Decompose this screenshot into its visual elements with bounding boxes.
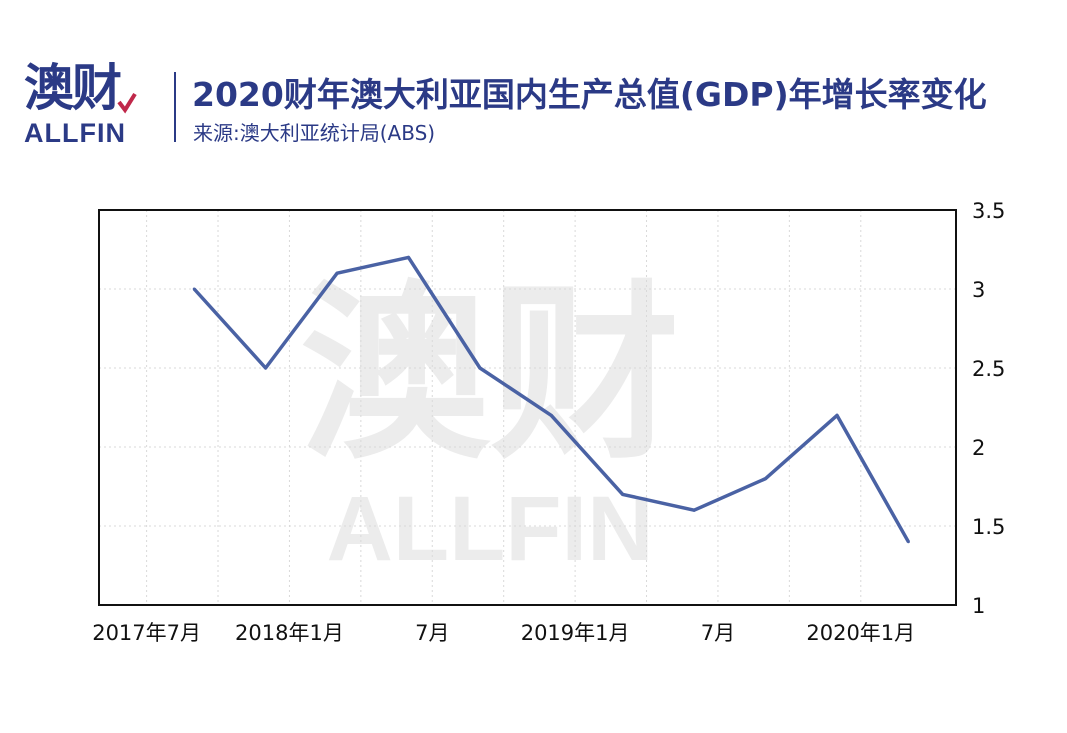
y-axis: 1 1.5 2 2.5 3 3.5 xyxy=(972,199,1005,618)
watermark: 澳财 ALLFIN xyxy=(300,264,680,580)
data-point xyxy=(835,413,839,417)
data-point xyxy=(335,271,339,275)
data-point xyxy=(549,413,553,417)
logo-check-mark xyxy=(117,92,137,114)
plot-frame xyxy=(98,209,957,606)
data-point xyxy=(764,477,768,481)
chart-source: 来源:澳大利亚统计局(ABS) xyxy=(193,121,436,145)
data-point xyxy=(264,366,268,370)
logo-chinese: 澳财 xyxy=(24,59,122,117)
x-tick-label: 7月 xyxy=(415,621,449,645)
y-tick-label: 2.5 xyxy=(972,357,1005,381)
data-point xyxy=(692,508,696,512)
data-point xyxy=(192,287,196,291)
x-axis: 2017年7月 2018年1月 7月 2019年1月 7月 2020年1月 xyxy=(92,621,915,645)
data-point xyxy=(406,255,410,259)
x-tick-label: 2017年7月 xyxy=(92,621,201,645)
watermark-en: ALLFIN xyxy=(326,478,653,580)
y-tick-label: 3 xyxy=(972,278,985,302)
y-tick-label: 1 xyxy=(972,594,985,618)
x-tick-label: 2020年1月 xyxy=(806,621,915,645)
data-point xyxy=(478,366,482,370)
logo-english: ALLFIN xyxy=(24,118,126,148)
x-tick-label: 2018年1月 xyxy=(235,621,344,645)
x-tick-label: 2019年1月 xyxy=(521,621,630,645)
y-tick-label: 2 xyxy=(972,436,985,460)
grid xyxy=(99,210,956,605)
y-tick-label: 1.5 xyxy=(972,515,1005,539)
series-layer xyxy=(192,255,910,544)
header: 澳财 ALLFIN 2020财年澳大利亚国内生产总值(GDP)年增长率变化 来源… xyxy=(0,0,1067,160)
data-point xyxy=(906,540,910,544)
data-point xyxy=(621,492,625,496)
allfin-logo: 澳财 ALLFIN xyxy=(22,60,152,155)
x-tick-label: 7月 xyxy=(701,621,735,645)
chart-title: 2020财年澳大利亚国内生产总值(GDP)年增长率变化 xyxy=(192,75,987,114)
header-divider xyxy=(174,72,176,142)
y-tick-label: 3.5 xyxy=(972,199,1005,223)
